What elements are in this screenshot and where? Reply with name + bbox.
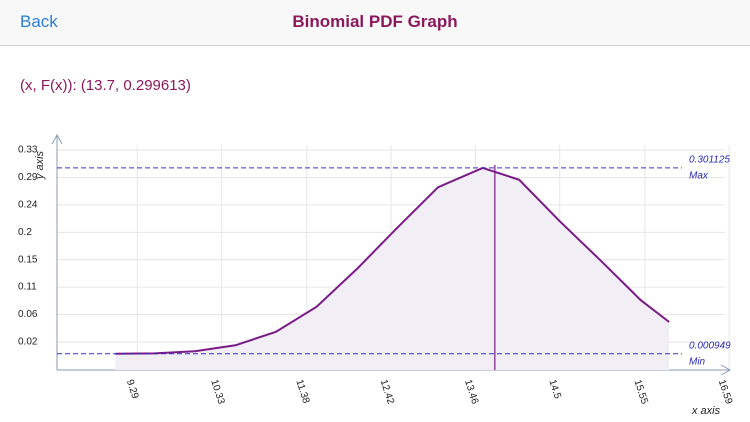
nav-bar: Back Binomial PDF Graph: [0, 0, 750, 46]
x-axis-label: x axis: [691, 405, 721, 417]
y-tick-label: 0.29: [18, 172, 38, 183]
y-tick-label: 0.06: [18, 309, 38, 320]
y-tick-label: 0.15: [18, 254, 38, 265]
x-tick-label: 14.5: [546, 378, 563, 400]
x-tick-label: 15.55: [631, 378, 649, 406]
x-tick-label: 16.59: [716, 378, 734, 406]
limit-label: Max: [689, 171, 709, 182]
y-axis-label: y axis: [34, 150, 46, 180]
x-tick-label: 9.29: [124, 378, 141, 400]
x-tick-label: 13.46: [462, 378, 480, 406]
limit-value: 0.301125: [689, 155, 730, 166]
point-readout: (x, F(x)): (13.7, 0.299613): [20, 77, 191, 94]
x-tick-label: 10.33: [208, 378, 226, 406]
y-tick-label: 0.33: [18, 145, 38, 156]
y-tick-label: 0.02: [18, 337, 38, 348]
limit-value: 0.000949: [689, 340, 731, 351]
y-tick-label: 0.24: [18, 200, 38, 211]
y-tick-label: 0.11: [18, 282, 37, 293]
nav-title: Binomial PDF Graph: [292, 12, 458, 31]
x-axis-arrow: [720, 364, 732, 376]
back-button[interactable]: Back: [20, 12, 58, 31]
y-axis-arrow: [51, 133, 63, 145]
pdf-curve: [115, 166, 670, 355]
limit-label: Min: [689, 356, 706, 367]
area-fill: [115, 167, 670, 370]
y-tick-label: 0.2: [18, 227, 32, 238]
x-tick-label: 12.42: [378, 378, 396, 406]
x-tick-label: 11.38: [293, 378, 311, 405]
